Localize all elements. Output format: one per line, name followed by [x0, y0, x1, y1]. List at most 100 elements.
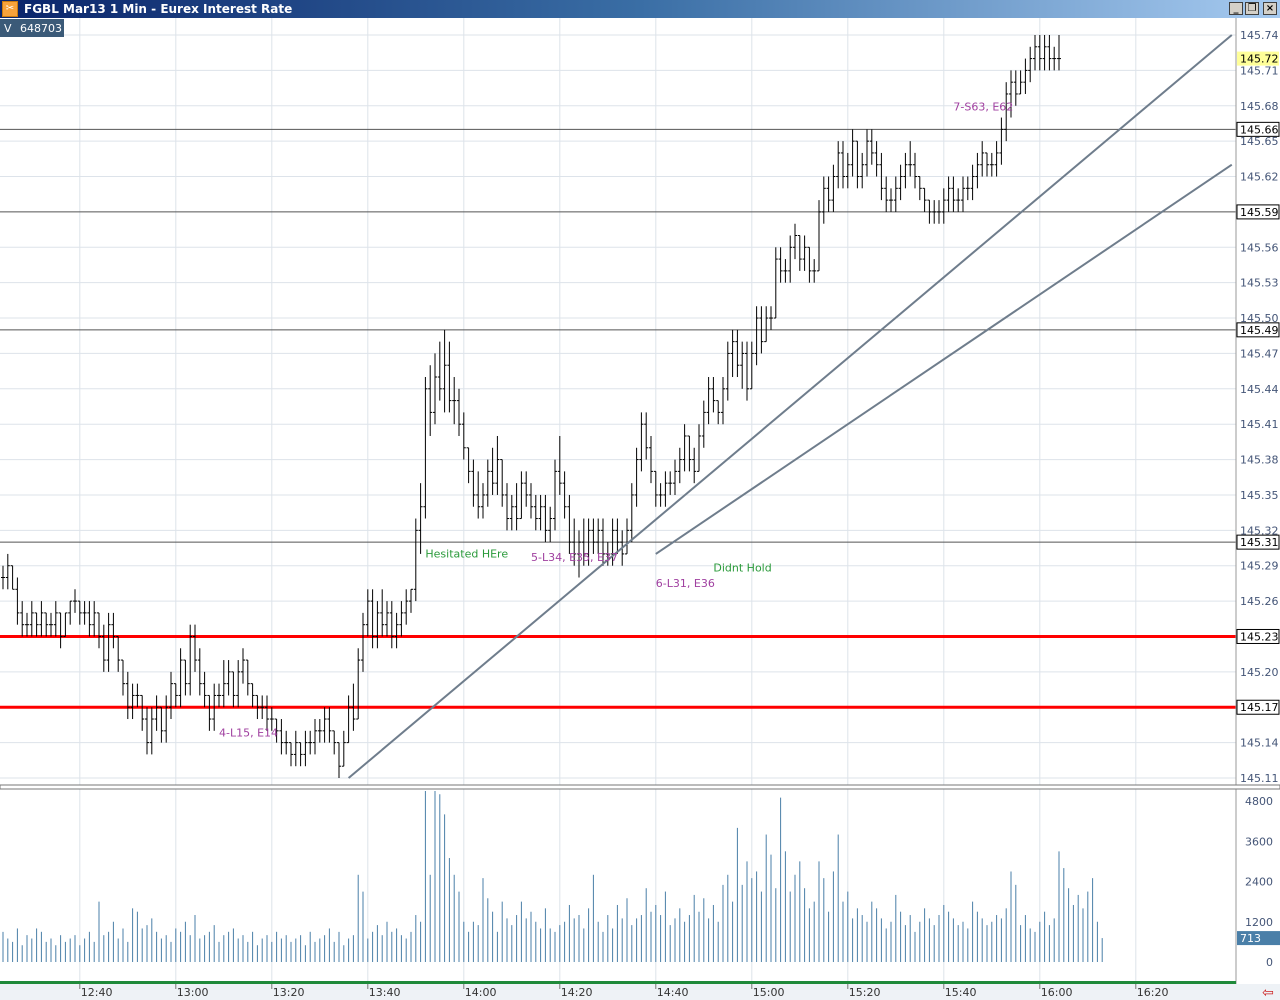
time-tick-label: 12:40 [81, 986, 113, 999]
price-level-lines [0, 128, 1236, 709]
ohlc-bar [490, 447, 495, 495]
ohlc-bar [121, 659, 125, 696]
ohlc-bar [447, 341, 452, 413]
ohlc-bar [5, 553, 10, 590]
price-tick-label: 145.20 [1240, 666, 1279, 679]
ohlc-bar [956, 188, 961, 212]
ohlc-bar [898, 164, 903, 201]
ohlc-bar [317, 719, 322, 743]
ohlc-bar [836, 141, 841, 189]
ohlc-bar [298, 742, 303, 767]
annotation-label-3[interactable]: 5-L34, E35, E37 [531, 551, 618, 564]
annotation-label-1[interactable]: 4-L15, E14 [219, 727, 278, 740]
time-tick-label: 16:00 [1041, 986, 1073, 999]
annotation-label-4[interactable]: 6-L31, E36 [656, 577, 715, 590]
ohlc-bar [951, 176, 956, 212]
price-chart[interactable]: 4-L15, E14 Hesitated HEre 5-L34, E35, E37 6… [0, 18, 1280, 1000]
ohlc-bar [845, 152, 850, 189]
ohlc-bar [639, 412, 644, 472]
ohlc-bar [433, 353, 437, 425]
annotation-label-6[interactable]: 7-S63, E62 [953, 100, 1013, 113]
ohlc-bar [452, 377, 457, 425]
ohlc-bar [231, 671, 236, 708]
ohlc-bar [106, 612, 111, 672]
ohlc-bar [380, 589, 385, 637]
price-tick-label: 145.71 [1240, 64, 1279, 77]
ohlc-bar [34, 612, 39, 637]
ohlc-bar [250, 683, 255, 708]
price-tick-label: 145.11 [1240, 772, 1279, 785]
ohlc-bar [605, 542, 610, 566]
ohlc-bar [145, 707, 149, 755]
ohlc-bar [183, 659, 188, 696]
ohlc-bar [44, 612, 49, 637]
price-tick-label: 145.32 [1240, 524, 1279, 537]
ohlc-bar [793, 223, 797, 260]
volume-tick-label: 1200 [1245, 916, 1273, 929]
ohlc-bar [154, 695, 159, 731]
price-tick-label: 145.29 [1240, 560, 1279, 573]
ohlc-bar [97, 612, 101, 649]
ohlc-bar [524, 471, 529, 507]
ohlc-bar [337, 742, 341, 778]
ohlc-bar [927, 199, 932, 224]
ohlc-bar [68, 600, 73, 625]
ohlc-bar [797, 234, 802, 271]
trend-line-2[interactable] [655, 163, 1233, 555]
ohlc-bar [77, 600, 82, 625]
ohlc-bar [1047, 35, 1052, 71]
ohlc-bar [255, 694, 260, 720]
ohlc-bar [217, 683, 221, 708]
ohlc-bar [879, 152, 884, 201]
ohlc-bar [543, 494, 548, 543]
price-level-tag [1236, 121, 1280, 137]
price-tick-label: 145.74 [1240, 29, 1279, 42]
ohlc-bar [500, 459, 505, 507]
ohlc-bar [1004, 82, 1009, 142]
ohlc-bar [869, 129, 874, 165]
ohlc-bar [965, 176, 970, 201]
ohlc-bar [1042, 35, 1047, 71]
time-tick-label: 15:00 [753, 986, 785, 999]
ohlc-bar [509, 494, 514, 531]
ohlc-bar [92, 601, 97, 637]
ohlc-bar [860, 152, 865, 189]
ohlc-bar [53, 601, 58, 637]
minimize-icon[interactable]: _ [1229, 2, 1243, 15]
price-tick-label: 145.44 [1240, 383, 1279, 396]
close-icon[interactable]: × [1263, 2, 1277, 15]
scroll-left-arrow-icon[interactable]: ⇦ [1262, 985, 1274, 1000]
ohlc-bar [1028, 46, 1033, 83]
time-axis: 12:40 13:00 13:20 13:40 14:00 14:20 14:40 15:00… [0, 981, 1280, 1000]
ohlc-bar [178, 648, 183, 708]
scroll-controls[interactable]: ⇦ [1262, 985, 1274, 1000]
time-tick-label: 15:40 [945, 986, 977, 999]
ohlc-bar [260, 695, 265, 720]
annotation-label-2[interactable]: Hesitated HEre [425, 547, 508, 560]
ohlc-bar [673, 459, 677, 495]
last-price-tag [1237, 51, 1279, 66]
ohlc-bar [1, 565, 5, 590]
last-price-label: 145.72 [1240, 53, 1279, 66]
ohlc-bar [903, 152, 908, 189]
ohlc-bar [385, 601, 389, 637]
ohlc-bar [533, 494, 538, 531]
annotation-label-5[interactable]: Didnt Hold [713, 562, 771, 575]
ohlc-bar [293, 730, 298, 767]
ohlc-bar [812, 259, 817, 283]
ohlc-bar [265, 695, 269, 731]
restore-icon[interactable]: ❐ [1245, 2, 1259, 15]
ohlc-bar [346, 695, 351, 744]
price-tick-label: 145.62 [1240, 171, 1279, 184]
trend-line-1[interactable] [347, 34, 1233, 779]
ohlc-bar [370, 589, 375, 649]
ohlc-bar [629, 483, 634, 543]
ohlc-bar [476, 471, 481, 519]
pane-separator[interactable] [0, 784, 1280, 790]
ohlc-bar [361, 612, 365, 672]
ohlc-bars [1, 35, 1061, 778]
ohlc-bar [697, 424, 701, 472]
time-axis-background [0, 984, 1280, 1000]
ohlc-bar [932, 200, 937, 224]
ohlc-bar [466, 447, 471, 484]
